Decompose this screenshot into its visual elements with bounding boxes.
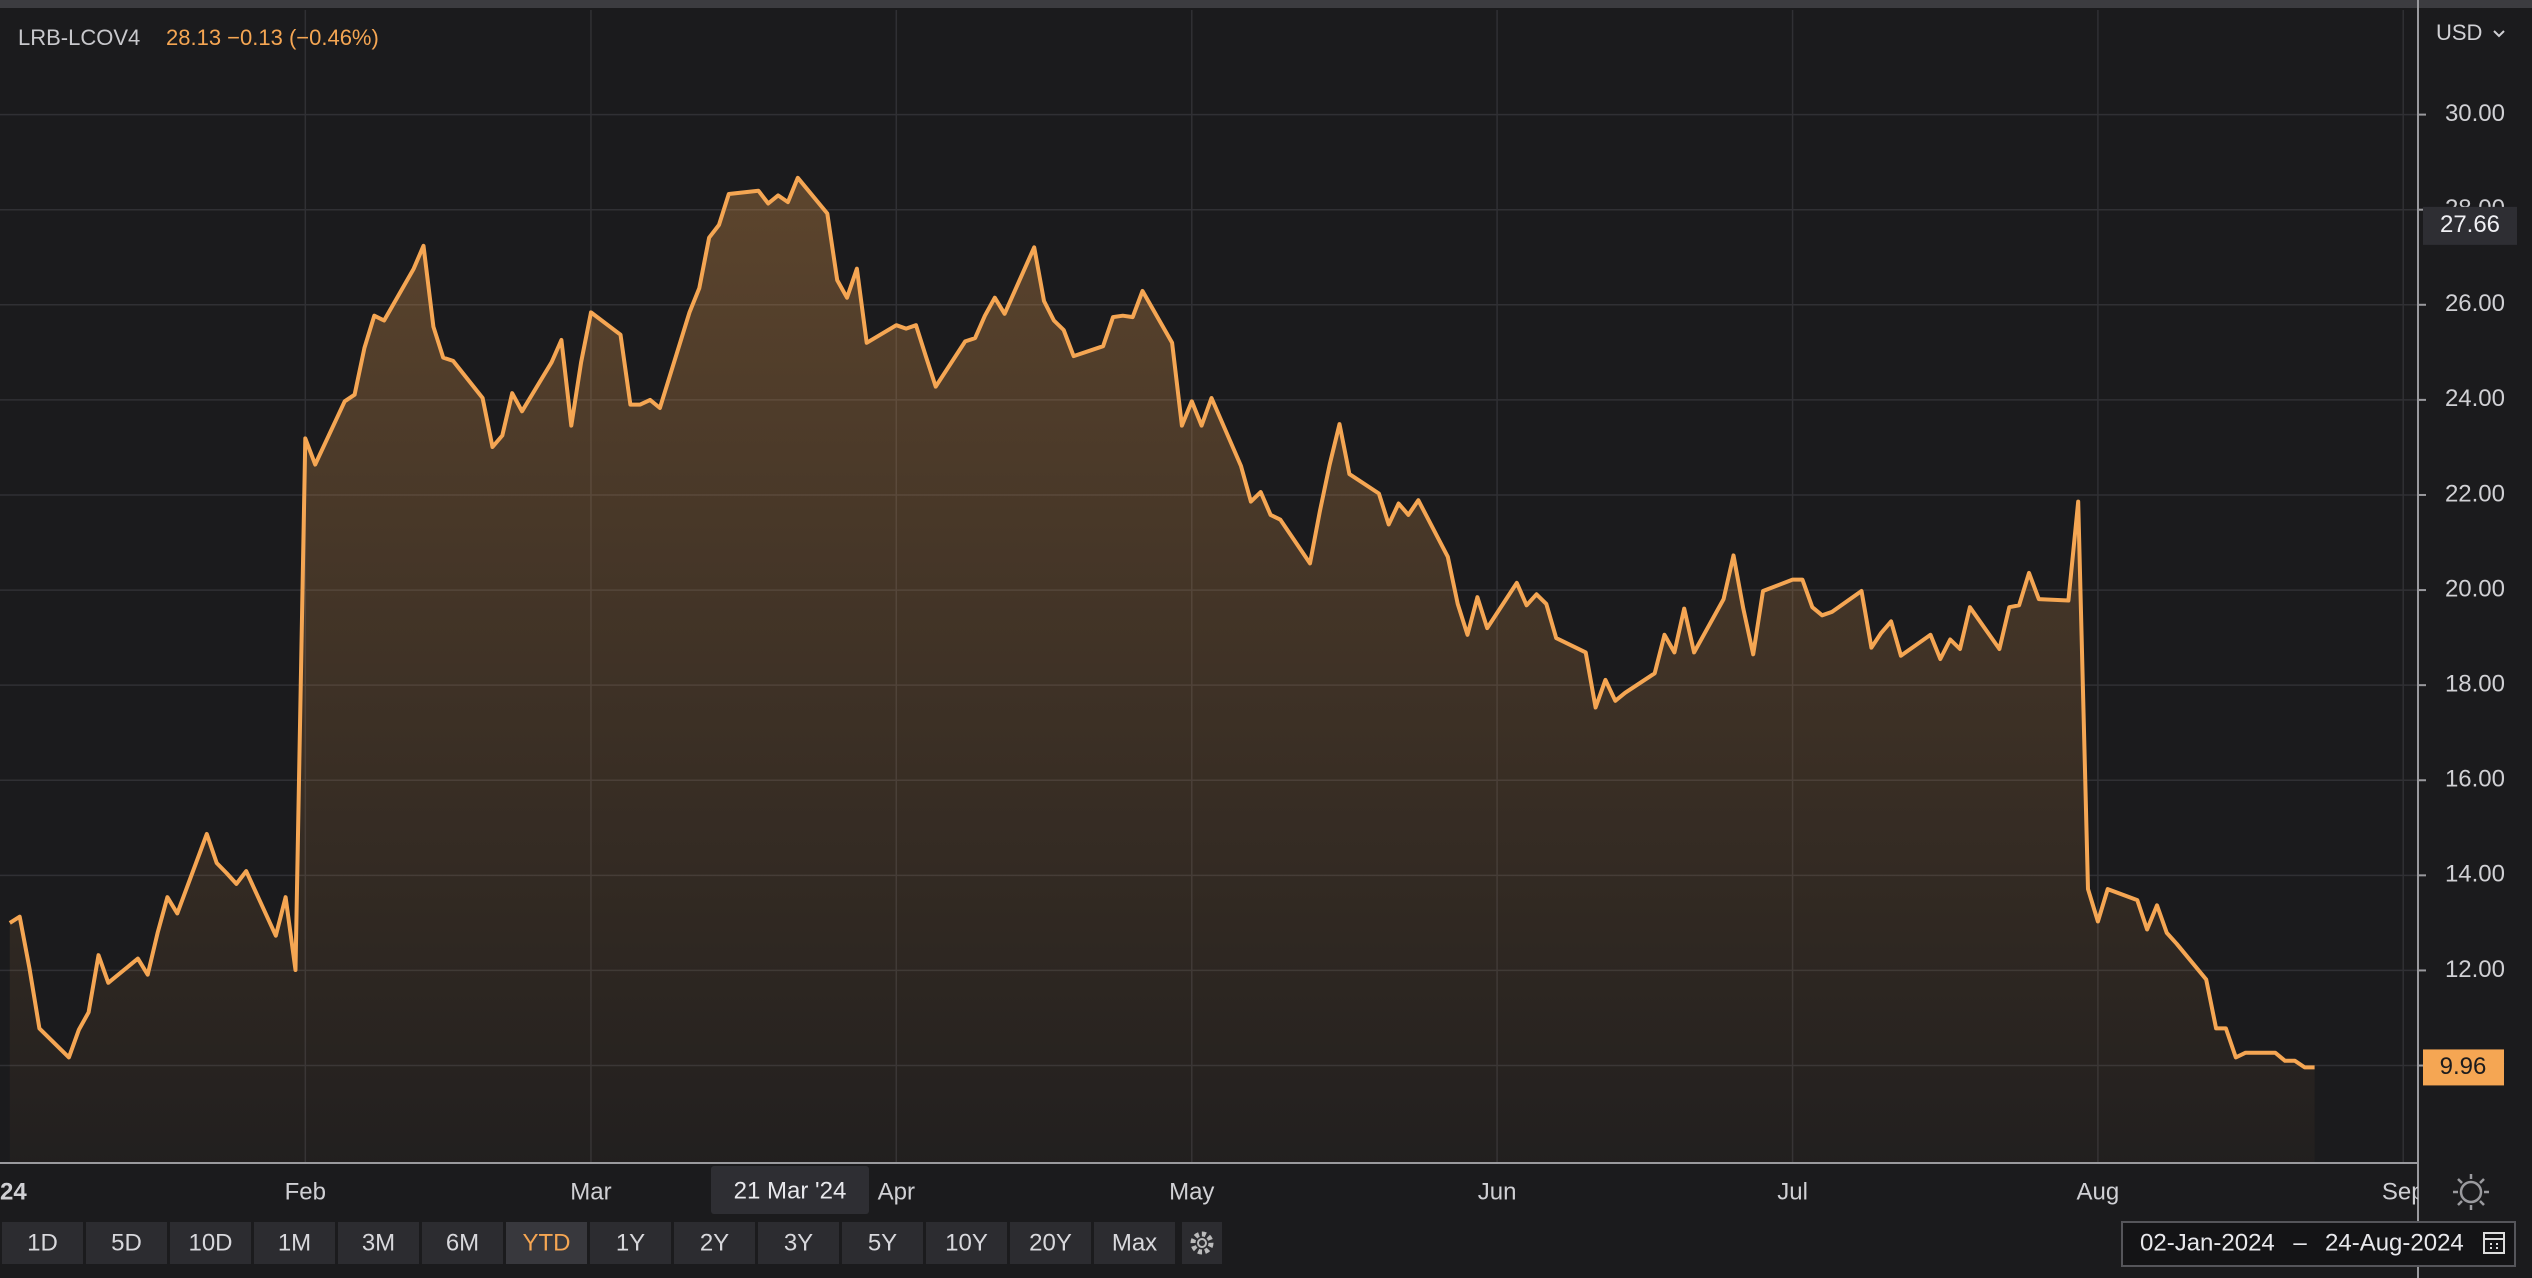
crosshair-price-box [2423,206,2517,245]
y-tick-label: 26.00 [2445,290,2505,317]
date-to[interactable]: 24-Aug-2024 [2325,1229,2464,1256]
currency-chevron[interactable] [2493,30,2505,38]
last-price-label: 9.96 [2440,1053,2487,1080]
range-button-label[interactable]: 3M [362,1229,395,1256]
range-button-label[interactable]: YTD [523,1229,571,1256]
x-tick-label: 24 [0,1178,27,1205]
range-button[interactable] [338,1222,419,1264]
range-button[interactable] [2,1222,83,1264]
currency-selector[interactable]: USD [2436,20,2482,45]
crosshair-date-tooltip: 21 Mar '24 [711,1166,869,1214]
range-button-label[interactable]: 20Y [1029,1229,1072,1256]
calendar-grid [2484,1238,2504,1249]
range-button-label[interactable]: Max [1112,1229,1157,1256]
theme-icon[interactable] [2453,1174,2489,1210]
range-button-label[interactable]: 1Y [616,1229,645,1256]
y-tick-label: 20.00 [2445,575,2505,602]
range-button[interactable] [1094,1222,1175,1264]
quote: 28.13 −0.13 (−0.46%) [166,25,379,50]
x-tick-label: Jun [1478,1178,1517,1205]
x-tick-label: Feb [285,1178,326,1205]
range-button[interactable] [926,1222,1007,1264]
gear-hub[interactable] [1197,1238,1207,1248]
date-from[interactable]: 02-Jan-2024 [2140,1229,2275,1256]
price-line [8,175,2315,1070]
y-tick-label: 14.00 [2445,861,2505,888]
range-button[interactable] [506,1222,587,1264]
area-fill [9,177,2315,1163]
sun-rays[interactable] [2453,1174,2489,1210]
tooltip-box [711,1166,869,1214]
range-button-label[interactable]: 6M [446,1229,479,1256]
calendar-icon[interactable] [2483,1232,2505,1254]
range-button-label[interactable]: 3Y [784,1229,813,1256]
range-button-label[interactable]: 1D [27,1229,58,1256]
date-range-box[interactable] [2121,1221,2516,1267]
x-tick-label: Aug [2077,1178,2120,1205]
range-button[interactable] [254,1222,335,1264]
last-price-box [2423,1049,2504,1086]
range-button-label[interactable]: 10D [188,1229,232,1256]
range-button-label[interactable]: 1M [278,1229,311,1256]
range-button[interactable] [170,1222,251,1264]
sun[interactable] [2459,1180,2483,1204]
range-button-label[interactable]: 5Y [868,1229,897,1256]
crosshair-price-label: 27.66 [2440,211,2500,238]
range-button[interactable] [422,1222,503,1264]
range-button[interactable] [758,1222,839,1264]
range-button-label[interactable]: 2Y [700,1229,729,1256]
date-range[interactable]: 02-Jan-2024 – 24-Aug-2024 [2121,1221,2516,1267]
x-tick-label: Jul [1777,1178,1808,1205]
x-tick-label: Apr [878,1178,915,1205]
range-button[interactable] [842,1222,923,1264]
range-button[interactable] [86,1222,167,1264]
range-button-label[interactable]: 5D [111,1229,142,1256]
gear[interactable] [1190,1231,1214,1255]
x-tick-label: Sep [2382,1178,2425,1205]
x-tick-label: May [1169,1178,1214,1205]
x-tick-label: Mar [570,1178,611,1205]
y-tick-label: 16.00 [2445,766,2505,793]
date-separator: – [2293,1229,2307,1256]
settings-button[interactable] [1182,1222,1222,1264]
y-tick-label: 22.00 [2445,480,2505,507]
tooltip-text: 21 Mar '24 [734,1177,847,1204]
range-button[interactable] [1010,1222,1091,1264]
range-button[interactable] [590,1222,671,1264]
top-strip [0,0,2532,8]
y-tick-label: 18.00 [2445,671,2505,698]
y-tick-label: 30.00 [2445,100,2505,127]
y-tick-label: 12.00 [2445,956,2505,983]
y-tick-label: 24.00 [2445,385,2505,412]
symbol: LRB-LCOV4 [18,25,140,50]
range-button-label[interactable]: 10Y [945,1229,988,1256]
range-button[interactable] [674,1222,755,1264]
